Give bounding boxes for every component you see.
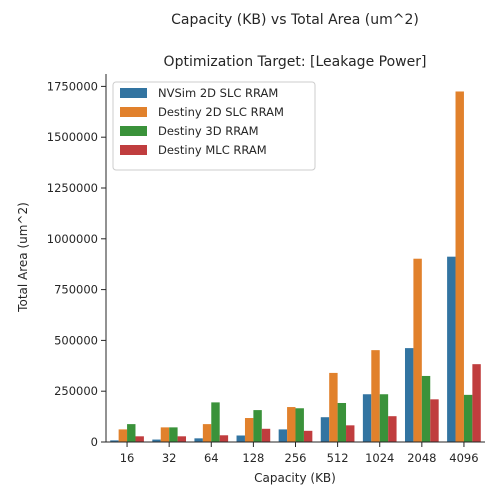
bar-64-series-0 <box>194 438 203 442</box>
legend-label: NVSim 2D SLC RRAM <box>158 86 278 100</box>
y-tick-label: 750000 <box>54 283 98 297</box>
bar-32-series-1 <box>160 427 170 442</box>
bar-16-series-1 <box>118 429 128 442</box>
y-tick-label: 1000000 <box>47 232 98 246</box>
bar-4096-series-0 <box>447 256 456 442</box>
bar-128-series-3 <box>261 428 271 442</box>
bar-32-series-3 <box>177 436 187 442</box>
x-tick-label: 16 <box>120 451 135 465</box>
bar-1024-series-1 <box>371 350 380 442</box>
bar-512-series-2 <box>337 402 347 442</box>
bar-64-series-1 <box>202 424 212 442</box>
y-tick-label: 500000 <box>54 333 98 347</box>
legend-label: Destiny 3D RRAM <box>158 124 259 138</box>
bar-1024-series-3 <box>388 416 397 442</box>
x-tick-label: 64 <box>204 451 219 465</box>
legend: NVSim 2D SLC RRAM Destiny 2D SLC RRAM Dest… <box>112 81 316 171</box>
bar-1024-series-0 <box>362 394 372 442</box>
chart-subtitle: Optimization Target: [Leakage Power] <box>164 54 427 70</box>
bar-1024-series-2 <box>379 394 389 442</box>
bar-128-series-1 <box>244 418 254 442</box>
bar-512-series-1 <box>329 372 338 442</box>
legend-swatch <box>120 88 147 98</box>
bar-256-series-3 <box>303 430 313 442</box>
x-tick-label: 512 <box>327 451 349 465</box>
chart-title: Capacity (KB) vs Total Area (um^2) <box>171 12 419 28</box>
y-tick-label: 1500000 <box>47 130 98 144</box>
bars-group <box>110 91 481 442</box>
bar-256-series-2 <box>295 408 304 442</box>
bar-256-series-1 <box>287 407 296 442</box>
bar-128-series-2 <box>253 410 262 442</box>
x-tick-label: 1024 <box>365 451 394 465</box>
y-tick-label: 250000 <box>54 384 98 398</box>
x-tick-label: 32 <box>162 451 177 465</box>
bar-16-series-0 <box>110 440 119 442</box>
bar-4096-series-3 <box>472 364 481 442</box>
x-tick-label: 256 <box>285 451 307 465</box>
x-axis-ticks: 16 32 64 128 256 512 1024 2048 4096 <box>120 442 479 465</box>
y-axis-ticks: 0 250000 500000 750000 1000000 1250000 1500000… <box>47 79 106 449</box>
y-tick-label: 1750000 <box>47 79 98 93</box>
bar-16-series-2 <box>127 424 136 442</box>
y-axis-label: Total Area (um^2) <box>16 202 30 313</box>
bar-2048-series-2 <box>421 375 431 442</box>
legend-label: Destiny MLC RRAM <box>158 143 267 157</box>
bar-4096-series-2 <box>463 394 473 442</box>
bar-32-series-2 <box>169 427 178 442</box>
legend-swatch <box>120 145 147 155</box>
x-tick-label: 4096 <box>449 451 478 465</box>
bar-256-series-0 <box>278 429 288 442</box>
bar-512-series-3 <box>346 425 355 442</box>
x-axis-label: Capacity (KB) <box>254 471 336 485</box>
bar-2048-series-0 <box>404 348 414 442</box>
bar-32-series-0 <box>152 439 161 442</box>
bar-2048-series-1 <box>413 258 422 442</box>
legend-label: Destiny 2D SLC RRAM <box>158 105 284 119</box>
x-tick-label: 2048 <box>407 451 436 465</box>
y-tick-label: 0 <box>91 435 98 449</box>
legend-swatch <box>120 126 147 136</box>
bar-64-series-3 <box>219 435 229 442</box>
bar-2048-series-3 <box>430 399 439 442</box>
bar-128-series-0 <box>236 435 245 442</box>
y-tick-label: 1250000 <box>47 181 98 195</box>
bar-16-series-3 <box>135 436 144 442</box>
bar-4096-series-1 <box>455 91 464 442</box>
bar-64-series-2 <box>211 402 220 442</box>
legend-swatch <box>120 107 147 117</box>
legend-box <box>112 81 316 171</box>
bar-512-series-0 <box>320 417 330 442</box>
x-tick-label: 128 <box>242 451 264 465</box>
